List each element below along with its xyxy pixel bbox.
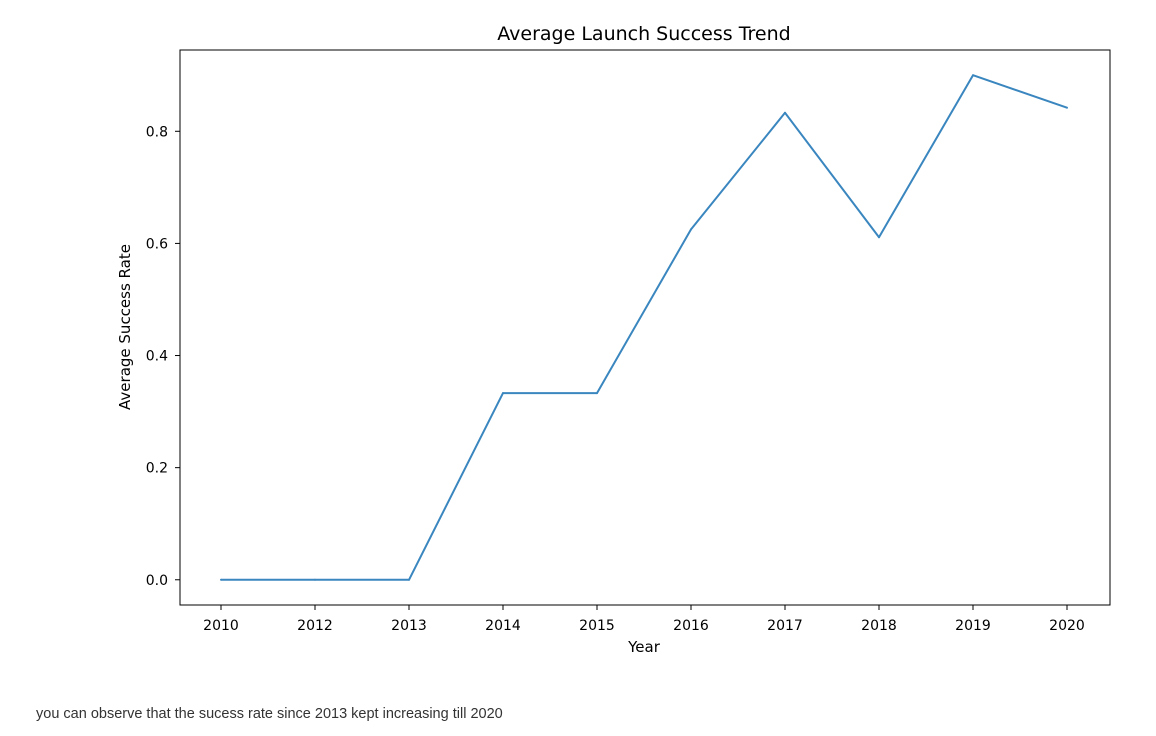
data-point-2014 — [502, 392, 504, 395]
x-tick-label: 2020 — [1049, 618, 1085, 634]
y-tick-label: 0.8 — [146, 124, 168, 140]
data-points — [220, 74, 1068, 581]
success-rate-line — [221, 74, 1068, 581]
y-tick-label: 0.4 — [146, 349, 168, 365]
x-tick-label: 2014 — [485, 618, 521, 634]
x-tick-label: 2012 — [297, 618, 333, 634]
data-point-2010 — [220, 578, 222, 581]
x-tick-label: 2016 — [673, 618, 709, 634]
x-axis-label: Year — [627, 638, 661, 656]
y-axis-label: Average Success Rate — [116, 244, 134, 410]
data-point-2017 — [784, 111, 786, 114]
x-tick-label: 2018 — [861, 618, 897, 634]
x-tick-label: 2010 — [203, 618, 239, 634]
y-tick-label: 0.0 — [146, 573, 168, 589]
x-axis-ticks: 2010 2012 2013 2014 2015 2016 2017 2018 2019 2020 — [203, 605, 1085, 634]
line-chart: Average Launch Success Trend 2010 2012 201… — [116, 23, 1111, 656]
data-point-2016 — [690, 228, 692, 231]
caption-text: you can observe that the sucess rate sin… — [36, 706, 503, 722]
data-point-2018 — [878, 236, 880, 239]
y-tick-label: 0.2 — [146, 461, 168, 477]
y-axis-ticks: 0.0 0.2 0.4 0.6 0.8 — [146, 124, 180, 589]
x-tick-label: 2019 — [955, 618, 991, 634]
y-tick-label: 0.6 — [146, 236, 168, 252]
chart-title: Average Launch Success Trend — [497, 23, 790, 45]
data-point-2012 — [314, 578, 316, 581]
data-point-2013 — [408, 578, 410, 581]
x-tick-label: 2013 — [391, 618, 427, 634]
plot-area — [179, 49, 1111, 606]
x-tick-label: 2017 — [767, 618, 803, 634]
data-point-2015 — [596, 392, 598, 395]
data-point-2019 — [972, 74, 974, 77]
data-point-2020 — [1066, 106, 1068, 109]
x-tick-label: 2015 — [579, 618, 615, 634]
